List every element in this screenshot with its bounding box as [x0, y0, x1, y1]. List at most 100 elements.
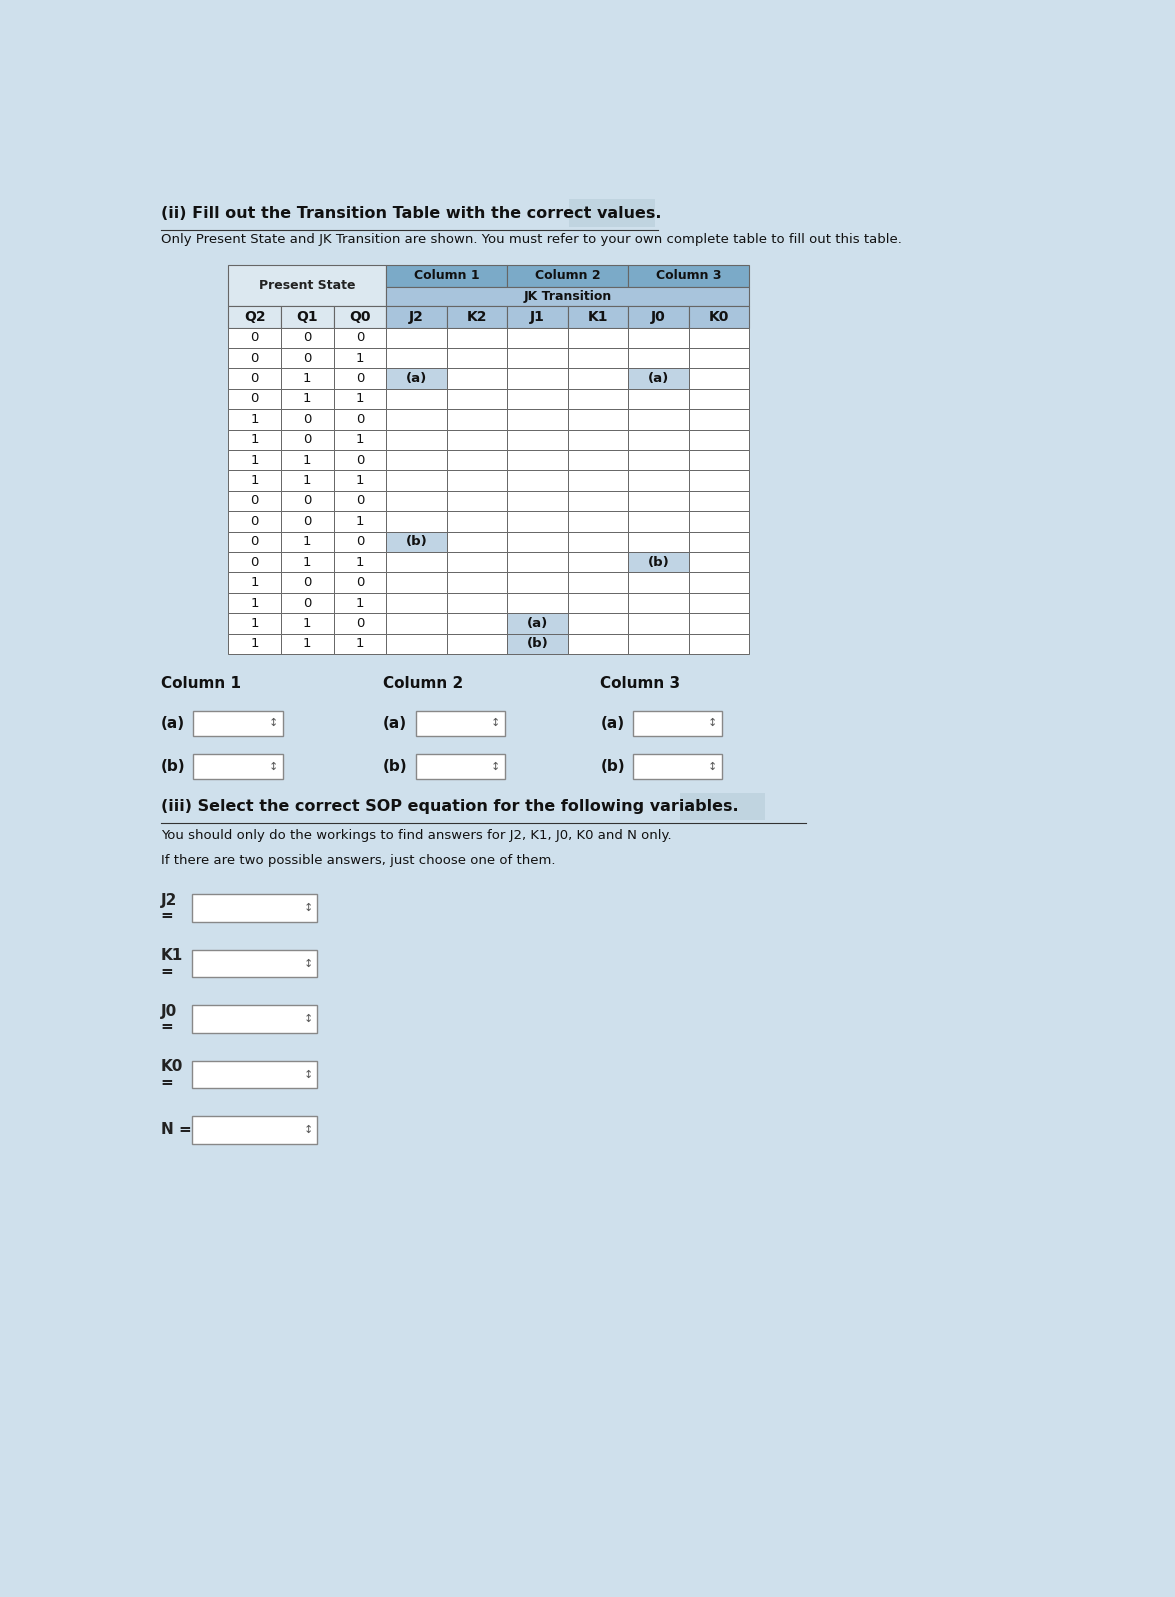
Bar — [334, 305, 387, 327]
Text: Column 1: Column 1 — [161, 676, 241, 692]
Bar — [228, 532, 281, 553]
Text: 0: 0 — [250, 372, 258, 385]
Bar — [281, 511, 334, 532]
Text: ↕: ↕ — [269, 719, 277, 728]
Bar — [334, 532, 387, 553]
Text: ↕: ↕ — [303, 958, 313, 968]
Bar — [446, 553, 508, 572]
Bar — [387, 471, 447, 490]
Text: 1: 1 — [303, 616, 311, 629]
Text: 1: 1 — [356, 433, 364, 446]
Bar — [194, 711, 282, 736]
Bar — [334, 553, 387, 572]
Bar — [689, 450, 748, 471]
Bar — [446, 305, 508, 327]
Bar — [689, 409, 748, 430]
Bar — [629, 305, 689, 327]
Bar — [446, 471, 508, 490]
Text: 1: 1 — [250, 616, 258, 629]
Text: 0: 0 — [356, 454, 364, 466]
Bar — [281, 471, 334, 490]
Text: 1: 1 — [250, 454, 258, 466]
Bar — [689, 613, 748, 634]
Text: =: = — [161, 1019, 174, 1035]
Bar — [281, 450, 334, 471]
Bar — [228, 450, 281, 471]
Text: J0: J0 — [651, 310, 666, 324]
Bar — [387, 409, 447, 430]
Text: Column 3: Column 3 — [600, 676, 680, 692]
Bar — [334, 613, 387, 634]
Text: 0: 0 — [356, 372, 364, 385]
Bar — [689, 490, 748, 511]
Text: (a): (a) — [600, 715, 624, 731]
Bar — [334, 327, 387, 348]
Bar — [689, 305, 748, 327]
Text: (b): (b) — [600, 759, 625, 775]
Text: (b): (b) — [647, 556, 670, 569]
Bar — [568, 613, 629, 634]
Text: (a): (a) — [647, 372, 669, 385]
Bar — [568, 430, 629, 450]
Bar — [446, 430, 508, 450]
Bar — [281, 592, 334, 613]
Text: (b): (b) — [161, 759, 186, 775]
Bar — [281, 348, 334, 369]
Text: Q2: Q2 — [243, 310, 266, 324]
Bar — [633, 754, 721, 779]
Bar — [629, 532, 689, 553]
Bar — [568, 553, 629, 572]
Bar — [508, 388, 568, 409]
Text: 0: 0 — [250, 331, 258, 345]
Bar — [508, 490, 568, 511]
Text: 0: 0 — [356, 495, 364, 508]
Bar — [568, 490, 629, 511]
Bar — [508, 613, 568, 634]
Bar — [192, 1116, 317, 1143]
Bar — [568, 532, 629, 553]
Text: =: = — [161, 909, 174, 923]
Bar — [629, 348, 689, 369]
Bar — [629, 327, 689, 348]
Bar — [387, 490, 447, 511]
Text: K1: K1 — [588, 310, 609, 324]
Text: ↕: ↕ — [303, 1070, 313, 1080]
Bar — [568, 572, 629, 592]
Text: ↕: ↕ — [491, 762, 501, 771]
Bar — [192, 1005, 317, 1033]
Bar — [629, 369, 689, 388]
Bar — [334, 471, 387, 490]
Bar — [446, 511, 508, 532]
Text: 0: 0 — [356, 616, 364, 629]
Text: 0: 0 — [356, 535, 364, 548]
Bar — [281, 553, 334, 572]
Text: Q1: Q1 — [296, 310, 318, 324]
Text: 1: 1 — [250, 637, 258, 650]
Bar — [689, 511, 748, 532]
Bar — [689, 327, 748, 348]
Bar — [228, 305, 281, 327]
Bar — [508, 471, 568, 490]
Text: 0: 0 — [356, 331, 364, 345]
Text: J2: J2 — [161, 893, 177, 909]
Bar — [334, 572, 387, 592]
Text: ↕: ↕ — [303, 904, 313, 913]
Text: 0: 0 — [250, 556, 258, 569]
Bar — [446, 532, 508, 553]
Bar — [228, 348, 281, 369]
Bar — [387, 430, 447, 450]
Text: 0: 0 — [356, 414, 364, 426]
Bar — [228, 430, 281, 450]
Text: (b): (b) — [526, 637, 549, 650]
Text: 0: 0 — [356, 577, 364, 589]
Bar — [629, 409, 689, 430]
Text: ↕: ↕ — [707, 762, 717, 771]
Bar — [689, 572, 748, 592]
Bar — [568, 634, 629, 655]
Text: 0: 0 — [250, 535, 258, 548]
Bar — [508, 553, 568, 572]
Text: 1: 1 — [250, 474, 258, 487]
Bar — [446, 388, 508, 409]
Text: ↕: ↕ — [303, 1014, 313, 1024]
Text: 1: 1 — [356, 637, 364, 650]
